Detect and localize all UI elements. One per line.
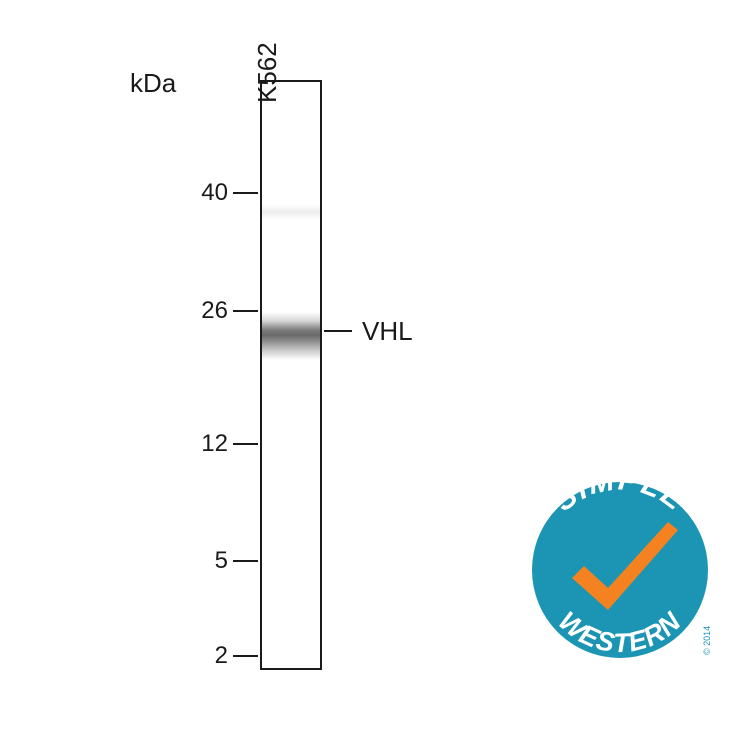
lane-rect <box>260 80 322 670</box>
marker-40-text: 40 <box>178 179 228 207</box>
lane-label: K562 <box>252 42 283 103</box>
marker-40-tick <box>233 192 258 194</box>
unit-label: kDa <box>130 68 176 99</box>
simple-western-badge: SIMPLE WESTERN © 2014 <box>510 460 730 680</box>
band-label-tick <box>324 330 352 332</box>
band-label-text: VHL <box>362 316 413 347</box>
marker-12-text: 12 <box>178 430 228 458</box>
faint-band <box>262 204 320 220</box>
marker-5-text: 5 <box>178 547 228 575</box>
marker-2-text: 2 <box>178 642 228 670</box>
vhl-band <box>262 312 320 360</box>
marker-2-tick <box>233 655 258 657</box>
marker-26-text: 26 <box>178 297 228 325</box>
badge-copyright: © 2014 <box>702 626 712 655</box>
marker-12-tick <box>233 443 258 445</box>
marker-5-tick <box>233 560 258 562</box>
marker-26-tick <box>233 310 258 312</box>
